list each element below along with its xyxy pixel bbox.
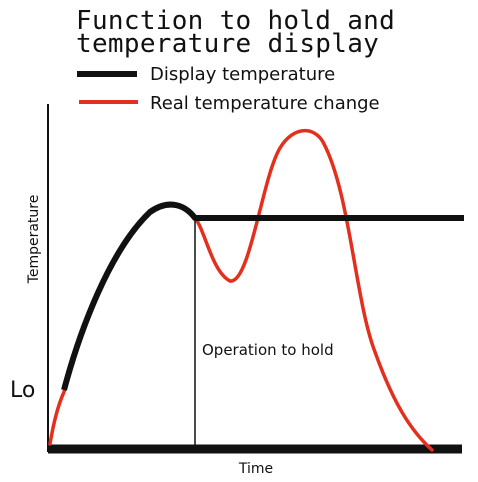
x-axis-label: Time (238, 461, 273, 477)
diagram-title-line-1: Function to hold and (76, 6, 395, 36)
diagram-title-line-2: temperature display (76, 29, 379, 59)
operation-to-hold-label: Operation to hold (202, 341, 334, 359)
legend-label-display-temperature: Display temperature (150, 64, 335, 85)
display-temperature-curve (61, 201, 464, 391)
lo-label: Lo (10, 378, 35, 403)
legend: Display temperature Real temperature cha… (77, 64, 380, 114)
legend-label-real-temperature: Real temperature change (150, 93, 380, 114)
y-axis-label: Temperature (26, 195, 42, 285)
real-temperature-curve (48, 128, 434, 452)
